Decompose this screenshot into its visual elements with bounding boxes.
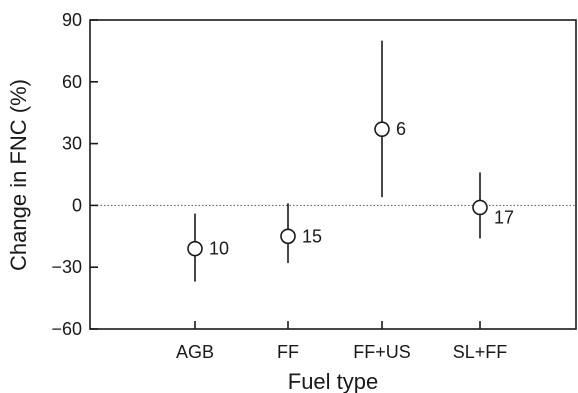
data-point <box>472 199 488 216</box>
plot-area <box>89 19 577 330</box>
x-category-label: FF+US <box>353 342 411 362</box>
sample-size-label: 6 <box>396 119 406 139</box>
y-tick-label: 60 <box>62 72 82 92</box>
sample-size-label: 15 <box>302 226 322 246</box>
x-axis-category-labels: AGB FF FF+US SL+FF <box>176 321 507 362</box>
data-points: 10 15 6 17 <box>187 40 514 282</box>
x-axis-title: Fuel type <box>288 369 379 393</box>
x-category-label: AGB <box>176 342 214 362</box>
data-point <box>374 121 390 137</box>
y-axis-title: Change in FNC (%) <box>6 79 31 271</box>
y-tick-label: −30 <box>51 257 82 277</box>
y-tick-label: 0 <box>72 195 82 215</box>
data-point <box>187 240 203 257</box>
data-point <box>280 228 296 245</box>
sample-size-label: 17 <box>494 207 514 227</box>
y-tick-label: 30 <box>62 134 82 154</box>
y-tick-label: 90 <box>62 10 82 30</box>
y-axis-ticks: −60 −30 0 30 60 90 <box>51 10 98 339</box>
x-category-label: SL+FF <box>453 342 508 362</box>
sample-size-label: 10 <box>209 239 229 259</box>
y-tick-label: −60 <box>51 319 82 339</box>
x-category-label: FF <box>277 342 299 362</box>
